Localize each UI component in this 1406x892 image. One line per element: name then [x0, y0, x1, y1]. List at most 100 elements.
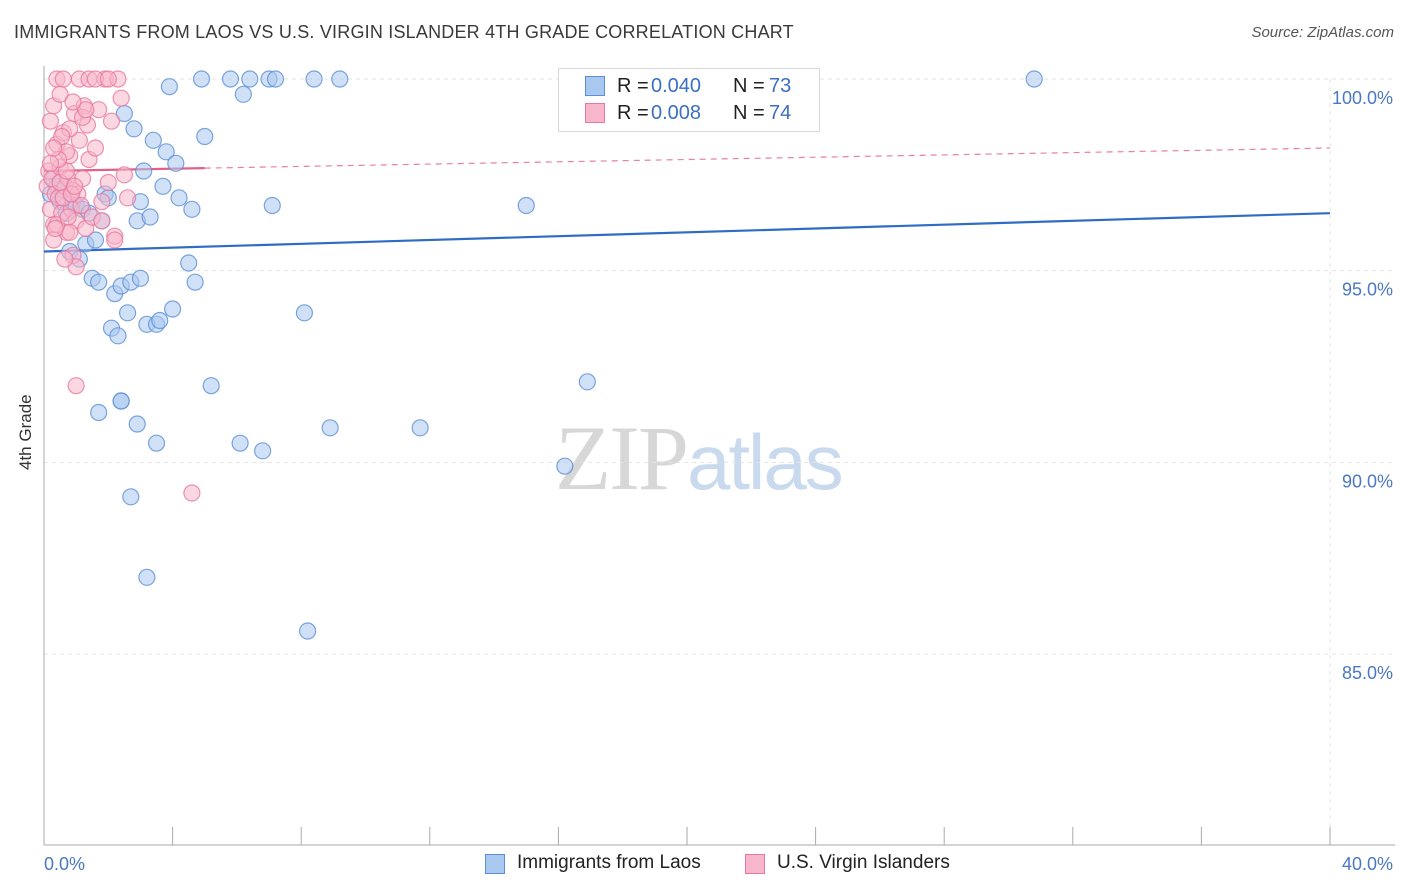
point-laos-51 — [578, 373, 596, 391]
grid-layer — [44, 78, 1395, 845]
point-laos-59 — [321, 419, 339, 437]
point-virgin-islanders-32 — [99, 173, 117, 192]
point-laos-50 — [517, 196, 535, 215]
point-laos-39 — [167, 154, 185, 172]
point-laos-56 — [147, 434, 166, 452]
legend-r-label: R = — [617, 75, 649, 97]
series-name-laos: Immigrants from Laos — [517, 852, 701, 873]
x-tick-label-max: 40.0% — [1342, 854, 1393, 874]
point-laos-32 — [144, 131, 162, 149]
point-laos-41 — [196, 127, 214, 146]
point-laos-40 — [180, 254, 198, 272]
point-virgin-islanders-68 — [67, 377, 85, 395]
legend-swatch-laos — [585, 76, 605, 96]
point-laos-48 — [295, 304, 314, 322]
point-laos-71 — [183, 200, 201, 218]
point-laos-21 — [109, 327, 127, 345]
series-swatch-virgin-islanders — [745, 854, 765, 874]
point-virgin-islanders-70 — [106, 231, 124, 249]
point-virgin-islanders-28 — [86, 139, 105, 157]
legend-r-value-laos: 0.040 — [651, 75, 702, 97]
trend-line-laos — [43, 212, 1331, 253]
legend-n-value-virgin-islanders: 74 — [769, 102, 792, 124]
point-laos-49 — [331, 70, 349, 88]
point-laos-57 — [231, 434, 249, 452]
legend-n-label: N = — [733, 102, 765, 124]
point-laos-69 — [128, 415, 146, 433]
point-laos-72 — [131, 269, 150, 287]
point-virgin-islanders-67 — [65, 177, 84, 195]
legend-swatch-virgin-islanders — [585, 103, 605, 123]
point-laos-63 — [299, 622, 317, 640]
point-laos-34 — [151, 311, 169, 330]
legend-n-value-laos: 73 — [769, 75, 792, 97]
point-virgin-islanders-37 — [115, 166, 133, 184]
trend-layer — [43, 147, 1331, 253]
point-laos-64 — [202, 377, 220, 395]
point-laos-58 — [254, 442, 272, 460]
point-laos-67 — [305, 70, 323, 88]
point-virgin-islanders-59 — [99, 70, 117, 88]
legend-n-label: N = — [733, 75, 765, 97]
point-laos-68 — [170, 189, 188, 207]
point-virgin-islanders-38 — [41, 112, 60, 130]
y-axis-label: 4th Grade — [16, 394, 35, 470]
point-virgin-islanders-73 — [45, 139, 63, 157]
point-laos-53 — [556, 457, 574, 475]
point-virgin-islanders-61 — [46, 219, 64, 238]
tick-label-layer: 85.0% 90.0% 95.0% 100.0% 0.0% 40.0% — [44, 88, 1393, 874]
correlation-legend: R = 0.040 N = 73 R = 0.008 N = 74 — [558, 68, 820, 132]
point-laos-31 — [141, 208, 159, 226]
point-laos-29 — [135, 162, 153, 180]
series-swatch-laos — [485, 854, 505, 874]
point-virgin-islanders-20 — [70, 131, 88, 149]
point-laos-26 — [125, 120, 143, 138]
point-laos-43 — [221, 70, 240, 88]
point-laos-52 — [1025, 70, 1043, 88]
point-virgin-islanders-65 — [59, 208, 77, 226]
y-tick-label-95: 95.0% — [1342, 280, 1393, 300]
point-laos-35 — [154, 177, 172, 195]
point-laos-66 — [266, 70, 285, 88]
watermark-zip: ZIP — [555, 407, 689, 509]
legend-r-value-virgin-islanders: 0.008 — [651, 102, 702, 124]
axis-layer — [43, 66, 1395, 846]
point-laos-55 — [112, 392, 130, 410]
series-name-virgin-islanders: U.S. Virgin Islanders — [777, 852, 950, 873]
watermark: ZIPatlas — [555, 405, 844, 511]
point-laos-44 — [234, 85, 252, 103]
point-virgin-islanders-49 — [77, 101, 95, 119]
point-laos-70 — [90, 403, 108, 422]
point-laos-15 — [90, 273, 108, 291]
point-laos-24 — [118, 304, 137, 322]
point-virgin-islanders-33 — [102, 112, 121, 130]
point-laos-38 — [164, 300, 182, 318]
point-virgin-islanders-56 — [64, 93, 82, 111]
point-laos-42 — [186, 273, 204, 291]
source-credit: Source: ZipAtlas.com — [1251, 24, 1394, 41]
point-virgin-islanders-36 — [112, 89, 130, 107]
point-laos-60 — [411, 419, 429, 437]
point-laos-65 — [192, 70, 211, 88]
points-layer — [38, 70, 1043, 640]
point-virgin-islanders-69 — [183, 484, 201, 502]
point-virgin-islanders-64 — [56, 250, 74, 268]
y-tick-label-85: 85.0% — [1342, 663, 1393, 683]
y-tick-label-100: 100.0% — [1332, 88, 1393, 108]
chart-title: IMMIGRANTS FROM LAOS VS U.S. VIRGIN ISLA… — [14, 22, 794, 42]
point-laos-47 — [263, 196, 281, 215]
y-tick-label-90: 90.0% — [1342, 471, 1393, 491]
point-virgin-islanders-21 — [72, 196, 90, 215]
point-virgin-islanders-72 — [41, 154, 60, 172]
point-virgin-islanders-60 — [118, 189, 137, 207]
point-virgin-islanders-30 — [93, 193, 111, 211]
point-laos-14 — [86, 231, 105, 249]
point-laos-36 — [157, 143, 175, 161]
trend-line-virgin-islanders-dashed — [204, 147, 1331, 169]
point-laos-61 — [122, 488, 140, 506]
legend-r-label: R = — [617, 102, 649, 124]
point-laos-37 — [160, 78, 178, 96]
point-laos-62 — [138, 568, 156, 586]
point-laos-45 — [241, 70, 259, 88]
